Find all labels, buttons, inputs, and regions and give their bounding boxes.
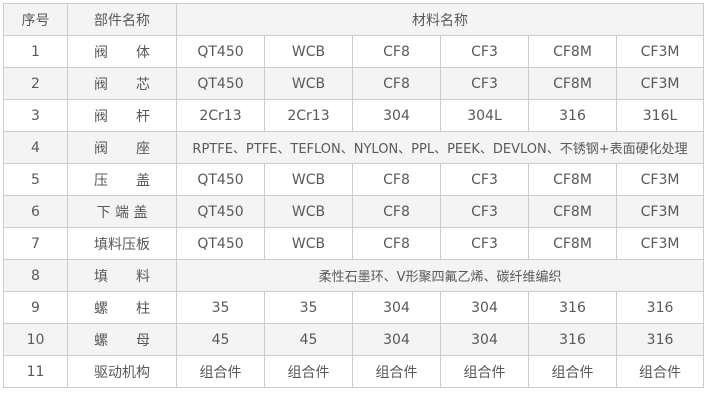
material-cell: CF3M	[615, 67, 705, 100]
material-cell: 304	[352, 99, 441, 132]
part-name-cell: 螺 母	[67, 323, 177, 356]
material-cell: QT450	[176, 35, 265, 68]
serial-cell: 6	[3, 195, 68, 228]
serial-cell: 10	[3, 323, 68, 356]
material-cell: 2Cr13	[264, 99, 353, 132]
part-name-cell: 阀 体	[67, 35, 177, 68]
header-material-name-cell: 材料名称	[175, 3, 705, 36]
serial-cell: 1	[3, 35, 68, 68]
material-cell: 304	[352, 323, 441, 356]
table-row: 4 阀 座 RPTFE、PTFE、TEFLON、NYLON、PPL、PEEK、D…	[3, 131, 705, 164]
header-part-name-cell: 部件名称	[67, 3, 177, 36]
part-name-cell: 填料压板	[67, 227, 177, 260]
table-row: 3 阀 杆 2Cr13 2Cr13 304 304L 316 316L	[3, 99, 705, 132]
material-cell: 组合件	[176, 355, 265, 388]
serial-cell: 11	[3, 355, 68, 388]
material-cell: 组合件	[440, 355, 529, 388]
part-name-cell: 压 盖	[67, 163, 177, 196]
serial-cell: 5	[3, 163, 68, 196]
material-cell: 316	[528, 323, 617, 356]
table-row: 9 螺 柱 35 35 304 304 316 316	[3, 291, 705, 324]
part-name-cell: 下 端 盖	[67, 195, 177, 228]
header-serial-cell: 序号	[3, 3, 68, 36]
serial-cell: 4	[3, 131, 68, 164]
material-cell: CF8	[352, 195, 441, 228]
material-cell: QT450	[176, 67, 265, 100]
table-row: 6 下 端 盖 QT450 WCB CF8 CF3 CF8M CF3M	[3, 195, 705, 228]
material-cell: 45	[264, 323, 353, 356]
material-cell: 35	[264, 291, 353, 324]
merged-material-cell: RPTFE、PTFE、TEFLON、NYLON、PPL、PEEK、DEVLON、…	[175, 131, 705, 164]
material-cell: CF3	[440, 163, 529, 196]
material-cell: 2Cr13	[176, 99, 265, 132]
part-name-cell: 螺 柱	[67, 291, 177, 324]
material-cell: 316	[528, 99, 617, 132]
material-cell: QT450	[176, 195, 265, 228]
part-name-cell: 阀 芯	[67, 67, 177, 100]
table-row: 5 压 盖 QT450 WCB CF8 CF3 CF8M CF3M	[3, 163, 705, 196]
material-cell: 组合件	[264, 355, 353, 388]
serial-cell: 3	[3, 99, 68, 132]
material-cell: 316	[615, 291, 705, 324]
material-cell: CF3	[440, 195, 529, 228]
material-cell: WCB	[264, 227, 353, 260]
serial-cell: 2	[3, 67, 68, 100]
material-cell: CF8M	[528, 35, 617, 68]
material-cell: CF3	[440, 227, 529, 260]
table-row: 11 驱动机构 组合件 组合件 组合件 组合件 组合件 组合件	[3, 355, 705, 388]
serial-cell: 7	[3, 227, 68, 260]
table-row: 1 阀 体 QT450 WCB CF8 CF3 CF8M CF3M	[3, 35, 705, 68]
material-cell: 304	[352, 291, 441, 324]
material-cell: CF8	[352, 163, 441, 196]
material-cell: WCB	[264, 163, 353, 196]
material-cell: WCB	[264, 195, 353, 228]
material-cell: CF8M	[528, 163, 617, 196]
merged-material-cell: 柔性石墨环、V形聚四氟乙烯、碳纤维编织	[175, 259, 705, 292]
material-cell: 316	[528, 291, 617, 324]
material-cell: CF8	[352, 35, 441, 68]
material-cell: CF8	[352, 67, 441, 100]
material-cell: 316L	[615, 99, 705, 132]
material-cell: 316	[615, 323, 705, 356]
part-name-cell: 阀 座	[67, 131, 177, 164]
table-row: 2 阀 芯 QT450 WCB CF8 CF3 CF8M CF3M	[3, 67, 705, 100]
material-cell: CF8M	[528, 67, 617, 100]
material-cell: CF3M	[615, 195, 705, 228]
material-cell: CF3M	[615, 35, 705, 68]
material-cell: WCB	[264, 67, 353, 100]
material-cell: WCB	[264, 35, 353, 68]
material-cell: CF3	[440, 67, 529, 100]
part-name-cell: 填 料	[67, 259, 177, 292]
table-row: 7 填料压板 QT450 WCB CF8 CF3 CF8M CF3M	[3, 227, 705, 260]
material-cell: CF8	[352, 227, 441, 260]
material-cell: 组合件	[352, 355, 441, 388]
material-cell: 35	[176, 291, 265, 324]
part-name-cell: 阀 杆	[67, 99, 177, 132]
serial-cell: 8	[3, 259, 68, 292]
material-cell: 304	[440, 323, 529, 356]
material-cell: 组合件	[528, 355, 617, 388]
serial-cell: 9	[3, 291, 68, 324]
header-row: 序号 部件名称 材料名称	[3, 3, 705, 36]
material-cell: 304	[440, 291, 529, 324]
part-name-cell: 驱动机构	[67, 355, 177, 388]
table-row: 8 填 料 柔性石墨环、V形聚四氟乙烯、碳纤维编织	[3, 259, 705, 292]
material-cell: CF8M	[528, 227, 617, 260]
materials-spec-table: 序号 部件名称 材料名称 1 阀 体 QT450 WCB CF8 CF3 CF8…	[3, 3, 705, 388]
material-cell: QT450	[176, 227, 265, 260]
material-cell: CF8M	[528, 195, 617, 228]
material-cell: 304L	[440, 99, 529, 132]
material-cell: CF3M	[615, 227, 705, 260]
material-cell: 45	[176, 323, 265, 356]
material-cell: QT450	[176, 163, 265, 196]
material-cell: CF3M	[615, 163, 705, 196]
material-cell: CF3	[440, 35, 529, 68]
material-cell: 组合件	[615, 355, 705, 388]
table-row: 10 螺 母 45 45 304 304 316 316	[3, 323, 705, 356]
